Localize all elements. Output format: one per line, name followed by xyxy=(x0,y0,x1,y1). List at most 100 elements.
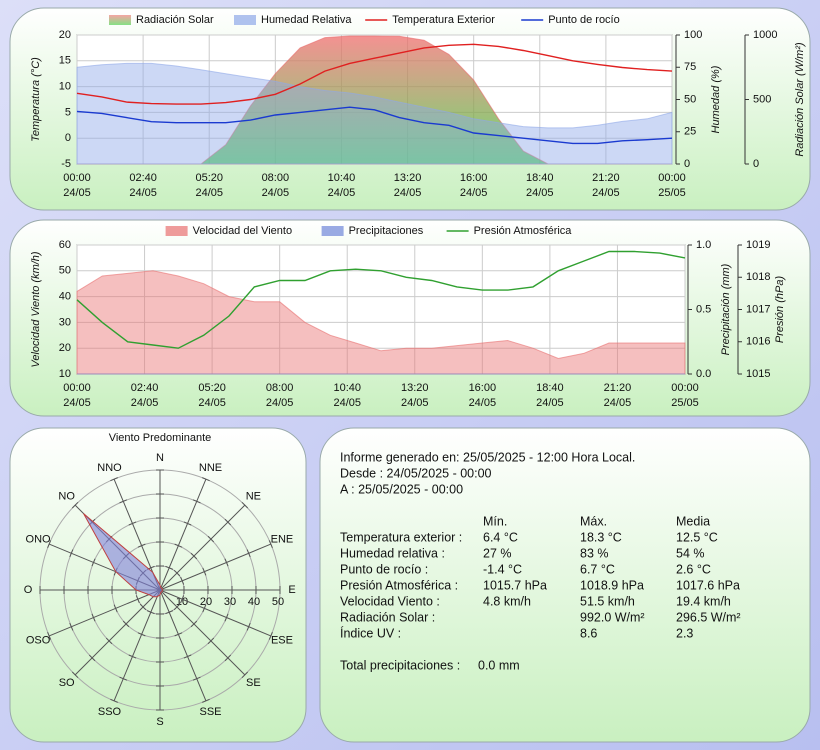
x-tick-date: 24/05 xyxy=(401,397,429,409)
x-tick-label: 00:00 xyxy=(63,172,91,184)
x-tick-date: 24/05 xyxy=(333,397,361,409)
spoke-tick xyxy=(69,549,74,558)
report-cell: Índice UV : xyxy=(340,625,401,640)
spoke-tick xyxy=(128,654,137,659)
y-tick-label: 0 xyxy=(753,158,759,170)
axis-title: Radiación Solar (W/m²) xyxy=(794,42,806,157)
x-tick-date: 24/05 xyxy=(469,397,497,409)
x-tick-label: 21:20 xyxy=(604,382,632,394)
spoke-tick xyxy=(192,499,201,504)
legend-label: Temperatura Exterior xyxy=(392,14,495,26)
legend-label: Punto de rocío xyxy=(548,14,620,26)
spoke xyxy=(74,589,161,676)
r-tick-label: 30 xyxy=(224,596,236,608)
line xyxy=(76,106,673,145)
x-tick-date: 24/05 xyxy=(460,187,488,199)
spoke-tick xyxy=(165,610,174,615)
report-cell: 51.5 km/h xyxy=(580,594,635,608)
spoke xyxy=(159,589,246,676)
spoke-tick xyxy=(207,535,215,543)
y-tick-label: 20 xyxy=(59,29,71,41)
y-tick-label: 10 xyxy=(59,81,71,93)
spoke-tick xyxy=(241,501,249,509)
y-tick-label: 1016 xyxy=(746,336,770,348)
direction-label: NNO xyxy=(97,462,122,474)
report-cell: 992.0 W/m² xyxy=(580,610,645,624)
direction-label: ONO xyxy=(26,533,52,545)
report-cell: 19.4 km/h xyxy=(676,594,731,608)
report-cell: 6.4 °C xyxy=(483,530,518,544)
spoke-tick xyxy=(137,632,146,637)
report-cell: 18.3 °C xyxy=(580,530,622,544)
y-tick-label: 5 xyxy=(65,106,71,118)
line xyxy=(76,43,673,105)
report-cell: Temperatura exterior : xyxy=(340,530,462,544)
x-tick-date: 24/05 xyxy=(328,187,356,199)
report-cell: 296.5 W/m² xyxy=(676,610,741,624)
spoke xyxy=(113,589,161,702)
report-cell: 1018.9 hPa xyxy=(580,578,644,592)
x-tick-label: 00:00 xyxy=(658,172,686,184)
spoke-tick xyxy=(173,569,181,577)
x-tick-label: 08:00 xyxy=(262,172,290,184)
x-tick-date: 24/05 xyxy=(526,187,554,199)
x-tick-label: 08:00 xyxy=(266,382,294,394)
spoke-tick xyxy=(91,613,96,622)
spoke-tick xyxy=(128,521,137,526)
report-cell: 1017.6 hPa xyxy=(676,578,740,592)
spoke-tick xyxy=(190,620,198,628)
legend-label: Radiación Solar xyxy=(136,14,214,26)
direction-label: NE xyxy=(246,491,261,503)
y-tick-label: 1018 xyxy=(746,271,770,283)
legend-label: Presión Atmosférica xyxy=(474,225,573,237)
x-tick-date: 24/05 xyxy=(262,187,290,199)
legend-label: Precipitaciones xyxy=(349,225,424,237)
spoke-tick xyxy=(180,595,185,604)
chart-title: Viento Predominante xyxy=(109,432,212,444)
y-tick-label: 1017 xyxy=(746,303,770,315)
x-tick-label: 13:20 xyxy=(401,382,429,394)
total-value: 0.0 mm xyxy=(478,658,520,672)
spoke-tick xyxy=(165,565,174,570)
spoke-tick xyxy=(202,604,207,613)
x-tick-label: 05:20 xyxy=(198,382,226,394)
x-tick-label: 00:00 xyxy=(671,382,699,394)
legend-swatch xyxy=(234,15,256,25)
spoke-tick xyxy=(268,540,273,548)
report-cell: 54 % xyxy=(676,546,705,560)
spoke-tick xyxy=(246,622,251,631)
column-header: Media xyxy=(676,514,710,528)
direction-label: N xyxy=(156,452,164,464)
y-tick-label: 60 xyxy=(59,239,71,251)
spoke-tick xyxy=(91,558,96,567)
spoke-tick xyxy=(69,622,74,631)
spoke xyxy=(159,478,207,591)
spoke-tick xyxy=(224,558,229,567)
x-tick-label: 10:40 xyxy=(333,382,361,394)
spoke xyxy=(159,589,207,702)
axis-title: Velocidad Viento (km/h) xyxy=(30,251,42,368)
spoke xyxy=(159,504,246,591)
spoke-tick xyxy=(202,698,210,703)
x-tick-label: 18:40 xyxy=(526,172,554,184)
x-tick-date: 24/05 xyxy=(195,187,223,199)
x-tick-date: 24/05 xyxy=(198,397,226,409)
x-tick-label: 21:20 xyxy=(592,172,620,184)
legend-swatch xyxy=(109,15,131,25)
axis-title: Temperatura (°C) xyxy=(30,57,42,142)
x-tick-label: 05:20 xyxy=(195,172,223,184)
report-cell: Radiación Solar : xyxy=(340,610,435,624)
spoke-tick xyxy=(192,676,201,681)
spoke-tick xyxy=(180,576,185,585)
report-cell: Velocidad Viento : xyxy=(340,594,440,608)
report-cell: 2.6 °C xyxy=(676,562,711,576)
y-tick-label: 100 xyxy=(684,29,702,41)
spoke-tick xyxy=(268,632,273,640)
spoke-tick xyxy=(146,610,155,615)
spoke-tick xyxy=(224,518,232,526)
x-tick-label: 16:00 xyxy=(469,382,497,394)
spoke-tick xyxy=(119,499,128,504)
spoke-tick xyxy=(183,521,192,526)
legend-swatch xyxy=(321,226,344,236)
x-tick-date: 24/05 xyxy=(536,397,564,409)
